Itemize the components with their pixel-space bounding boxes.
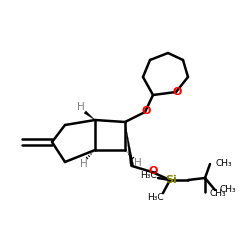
Text: Si: Si [165, 175, 177, 185]
Text: H: H [80, 159, 88, 169]
Text: H: H [77, 102, 85, 112]
Polygon shape [84, 111, 95, 120]
Text: O: O [172, 87, 182, 97]
Text: H₃C: H₃C [140, 172, 156, 180]
Text: H₃C: H₃C [147, 192, 163, 202]
Polygon shape [125, 122, 134, 166]
Text: H: H [134, 158, 142, 168]
Text: O: O [141, 106, 151, 116]
Text: CH₃: CH₃ [215, 160, 232, 168]
Text: CH₃: CH₃ [210, 190, 226, 198]
Text: CH₃: CH₃ [220, 186, 236, 194]
Text: O: O [148, 166, 158, 176]
